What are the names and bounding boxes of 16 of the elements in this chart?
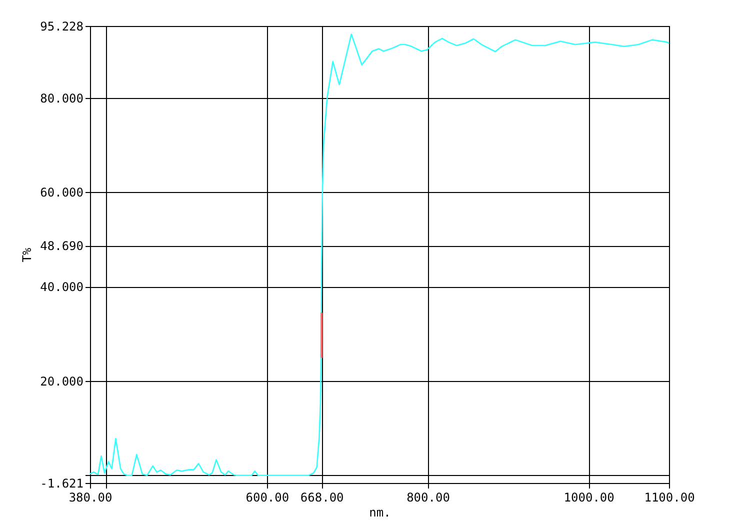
y-tick-label: 60.000	[40, 186, 84, 200]
y-tick-label: -1.621	[40, 476, 84, 490]
y-tick-label: 48.690	[40, 239, 84, 254]
x-tick-label: 380.00	[68, 490, 112, 504]
y-tick-label: 20.000	[40, 374, 84, 388]
y-axis-title: T%	[20, 247, 34, 262]
x-tick-label: 1000.00	[564, 490, 614, 504]
x-tick-label: 1100.00	[644, 490, 695, 504]
x-tick-label: 800.00	[406, 490, 450, 504]
line-series	[89, 34, 670, 476]
x-tick-label: 668.00	[300, 490, 344, 504]
x-axis-title: nm.	[369, 506, 391, 520]
x-tick-label: 600.00	[246, 490, 290, 504]
y-tick-label: 80.000	[40, 91, 84, 106]
y-tick-label: 40.000	[40, 280, 84, 294]
y-tick-label: 95.228	[40, 20, 84, 34]
